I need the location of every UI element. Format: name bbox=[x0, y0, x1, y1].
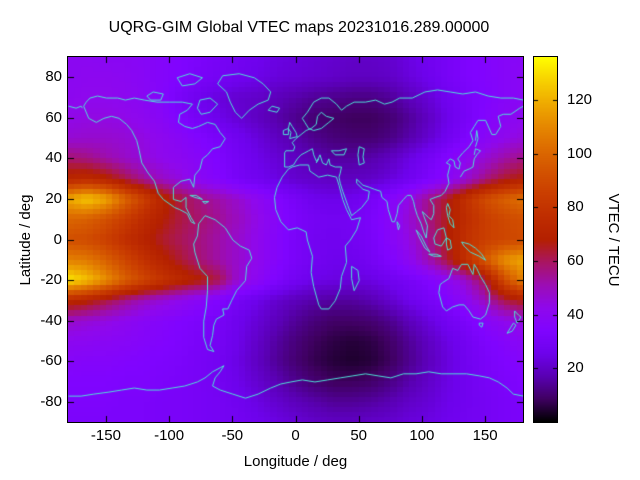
colorbar-label: VTEC / TECU bbox=[605, 193, 622, 287]
c-tick-label: 100 bbox=[567, 144, 593, 162]
c-tick-label: 120 bbox=[567, 90, 593, 108]
colorbar-canvas bbox=[534, 57, 557, 422]
c-tick-label: 60 bbox=[567, 251, 584, 269]
x-tick-label: -150 bbox=[90, 427, 121, 444]
y-tick-label: 0 bbox=[53, 230, 62, 248]
c-tick-label: 80 bbox=[567, 198, 584, 216]
colorbar-frame bbox=[533, 56, 558, 423]
y-tick-label: -60 bbox=[40, 352, 62, 370]
x-tick-label: -100 bbox=[154, 427, 185, 444]
x-axis-label: Longitude / deg bbox=[243, 453, 348, 470]
c-tick-label: 40 bbox=[567, 305, 584, 323]
c-tick-label: 20 bbox=[567, 359, 584, 377]
y-axis-label: Latitude / deg bbox=[17, 194, 34, 286]
plot-frame bbox=[67, 56, 524, 423]
y-tick-label: 40 bbox=[45, 149, 62, 167]
y-tick-label: -40 bbox=[40, 311, 62, 329]
y-tick-label: 20 bbox=[45, 189, 62, 207]
heatmap-canvas bbox=[68, 57, 523, 422]
x-tick-label: -50 bbox=[221, 427, 244, 444]
y-tick-label: -80 bbox=[40, 392, 62, 410]
x-tick-label: 50 bbox=[350, 427, 368, 444]
y-tick-label: 60 bbox=[45, 108, 62, 126]
x-tick-label: 150 bbox=[472, 427, 498, 444]
y-tick-label: -20 bbox=[40, 271, 62, 289]
x-tick-label: 0 bbox=[291, 427, 300, 444]
chart-title: UQRG-GIM Global VTEC maps 20231016.289.0… bbox=[108, 19, 490, 36]
y-tick-label: 80 bbox=[45, 68, 62, 86]
x-tick-label: 100 bbox=[409, 427, 435, 444]
